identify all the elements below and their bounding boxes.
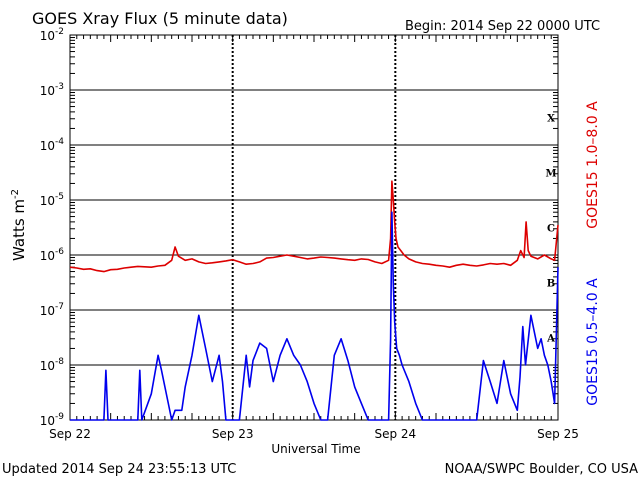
x-tick-label: Sep 25 <box>537 427 579 441</box>
series-line-long-channel <box>69 180 559 273</box>
updated-time: Updated 2014 Sep 24 23:55:13 UTC <box>2 462 236 477</box>
y-axis-label: Watts m-2 <box>10 189 28 261</box>
y-tick-label: 10-7 <box>40 302 64 318</box>
y-tick-label: 10-9 <box>40 412 65 428</box>
x-tick-label: Sep 24 <box>374 427 416 441</box>
credit-text: NOAA/SWPC Boulder, CO USA <box>445 462 638 477</box>
flare-class-label: C <box>547 224 555 235</box>
flare-class-label: M <box>545 169 556 180</box>
y-tick-label: 10-2 <box>40 27 64 43</box>
begin-time: Begin: 2014 Sep 22 0000 UTC <box>405 19 600 34</box>
x-axis-label: Universal Time <box>271 442 360 456</box>
flare-class-label: B <box>547 279 555 290</box>
y-tick-label: 10-3 <box>40 82 64 98</box>
plot-frame <box>69 34 559 421</box>
x-tick-label: Sep 23 <box>212 427 254 441</box>
legend-short-channel: GOES15 0.5–4.0 A <box>585 278 601 406</box>
legend-long-channel: GOES15 1.0–8.0 A <box>585 101 601 229</box>
y-tick-label: 10-8 <box>40 357 65 373</box>
flare-class-label: X <box>547 114 555 125</box>
y-tick-label: 10-6 <box>40 247 65 263</box>
y-tick-label: 10-4 <box>40 137 65 153</box>
y-tick-label: 10-5 <box>40 192 64 208</box>
flare-class-label: A <box>546 334 555 345</box>
series-line-short-channel <box>70 211 559 421</box>
x-tick-label: Sep 22 <box>49 427 91 441</box>
chart-title: GOES Xray Flux (5 minute data) <box>32 9 288 28</box>
